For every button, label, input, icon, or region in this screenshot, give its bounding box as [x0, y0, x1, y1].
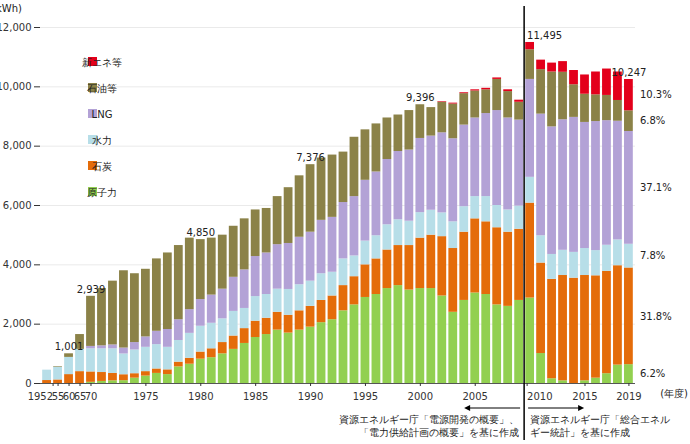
svg-text:石油等: 石油等	[87, 83, 117, 94]
svg-text:0: 0	[25, 378, 31, 389]
svg-text:4,000: 4,000	[3, 259, 32, 270]
svg-text:1995: 1995	[353, 391, 378, 402]
svg-text:原子力: 原子力	[87, 187, 117, 198]
svg-text:6.2%: 6.2%	[640, 368, 665, 379]
svg-text:6.8%: 6.8%	[640, 115, 665, 126]
svg-text:8,000: 8,000	[3, 140, 32, 151]
svg-text:資源エネルギー庁「総合エネル: 資源エネルギー庁「総合エネル	[530, 414, 670, 425]
svg-text:7.8%: 7.8%	[640, 250, 665, 261]
svg-text:55: 55	[51, 390, 65, 402]
svg-text:2015: 2015	[572, 391, 597, 402]
svg-text:2000: 2000	[408, 391, 433, 402]
svg-text:7,376: 7,376	[296, 152, 325, 163]
svg-text:12,000: 12,000	[0, 22, 32, 33]
svg-text:1952: 1952	[28, 391, 53, 402]
svg-text:6,000: 6,000	[3, 200, 32, 211]
svg-text:10,247: 10,247	[611, 67, 646, 78]
svg-text:2010: 2010	[527, 391, 552, 402]
svg-text:60: 60	[62, 390, 76, 402]
svg-text:70: 70	[85, 391, 98, 402]
svg-text:水力: 水力	[92, 135, 112, 146]
svg-text:1,001: 1,001	[55, 341, 84, 352]
svg-text:11,495: 11,495	[527, 30, 562, 41]
svg-text:1985: 1985	[243, 391, 268, 402]
svg-text:資源エネルギー庁「電源開発の概要」、: 資源エネルギー庁「電源開発の概要」、	[339, 414, 519, 425]
svg-text:(年度): (年度)	[660, 388, 688, 399]
svg-text:1980: 1980	[188, 391, 213, 402]
svg-text:ギー統計」を基に作成: ギー統計」を基に作成	[530, 427, 630, 438]
svg-text:9,396: 9,396	[406, 92, 435, 103]
svg-text:「電力供給計画の概要」を基に作成: 「電力供給計画の概要」を基に作成	[359, 427, 519, 438]
svg-text:石炭: 石炭	[92, 161, 112, 172]
svg-text:1990: 1990	[298, 391, 323, 402]
svg-text:1975: 1975	[133, 391, 158, 402]
svg-text:31.8%: 31.8%	[640, 311, 672, 322]
svg-text:10,000: 10,000	[0, 81, 32, 92]
svg-text:新エネ等: 新エネ等	[82, 57, 122, 68]
svg-text:4,850: 4,850	[186, 227, 215, 238]
svg-text:2,000: 2,000	[3, 318, 32, 329]
svg-text:10.3%: 10.3%	[640, 89, 672, 100]
svg-text:(億kWh): (億kWh)	[0, 3, 22, 14]
svg-text:37.1%: 37.1%	[640, 182, 672, 193]
svg-text:65: 65	[73, 390, 87, 402]
svg-text:LNG: LNG	[92, 109, 113, 120]
svg-text:2005: 2005	[462, 391, 487, 402]
svg-text:2019: 2019	[616, 391, 641, 402]
svg-text:2,939: 2,939	[77, 284, 106, 295]
